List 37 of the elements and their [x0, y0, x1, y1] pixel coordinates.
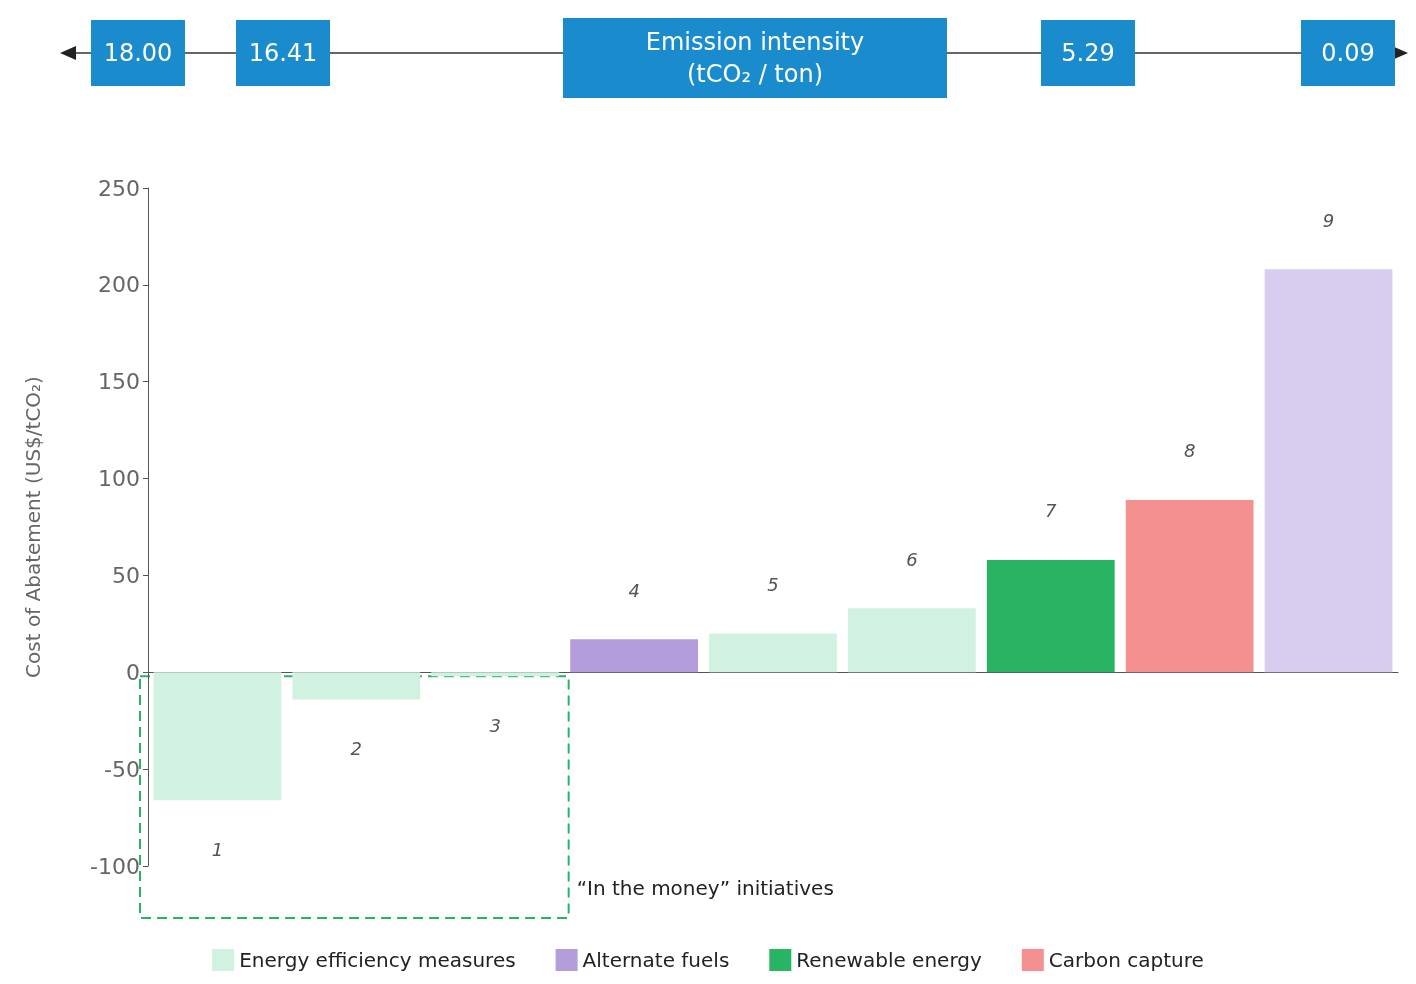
y-axis-title: Cost of Abatement (US$/tCO₂) [21, 376, 45, 678]
text: “In the money” initiatives [576, 876, 834, 900]
bar [986, 559, 1115, 673]
y-tick-label: 150 [98, 369, 140, 395]
bar [1125, 499, 1254, 673]
y-tick-label: 0 [126, 659, 140, 685]
bar [292, 672, 421, 700]
bar [431, 672, 560, 677]
x-tick-label: 9 [1322, 209, 1335, 231]
y-tick-label: 250 [98, 175, 140, 201]
bar [848, 608, 976, 673]
x-tick-label: 4 [628, 579, 640, 601]
x-tick-label: 5 [767, 574, 779, 596]
legend-label: Alternate fuels [582, 948, 730, 972]
x-tick-label: 1 [211, 838, 224, 860]
x-tick-label: 7 [1045, 500, 1058, 522]
bar [570, 639, 698, 673]
bar [709, 633, 837, 673]
y-tick-label: -100 [90, 853, 140, 879]
bar [153, 672, 282, 801]
legend-label: Renewable energy [796, 948, 982, 972]
legend-label: Energy efficiency measures [239, 948, 516, 972]
x-tick-label: 6 [906, 548, 918, 570]
y-tick-label: -50 [104, 756, 140, 782]
y-tick-label: 100 [98, 466, 140, 492]
bar [1264, 269, 1393, 673]
text: 16.41 [248, 39, 318, 67]
x-tick-label: 8 [1183, 440, 1196, 462]
text: 5.29 [1061, 39, 1115, 67]
y-tick-label: 50 [112, 562, 140, 588]
text: 18.00 [103, 39, 173, 67]
legend-label: Carbon capture [1048, 948, 1204, 972]
x2-axis-title: Emission intensity (tCO₂ / ton) [645, 28, 865, 88]
x-tick-label: 2 [350, 737, 363, 759]
x-tick-label: 3 [489, 714, 501, 736]
y-tick-label: 200 [98, 272, 140, 298]
text: 0.09 [1321, 39, 1375, 67]
